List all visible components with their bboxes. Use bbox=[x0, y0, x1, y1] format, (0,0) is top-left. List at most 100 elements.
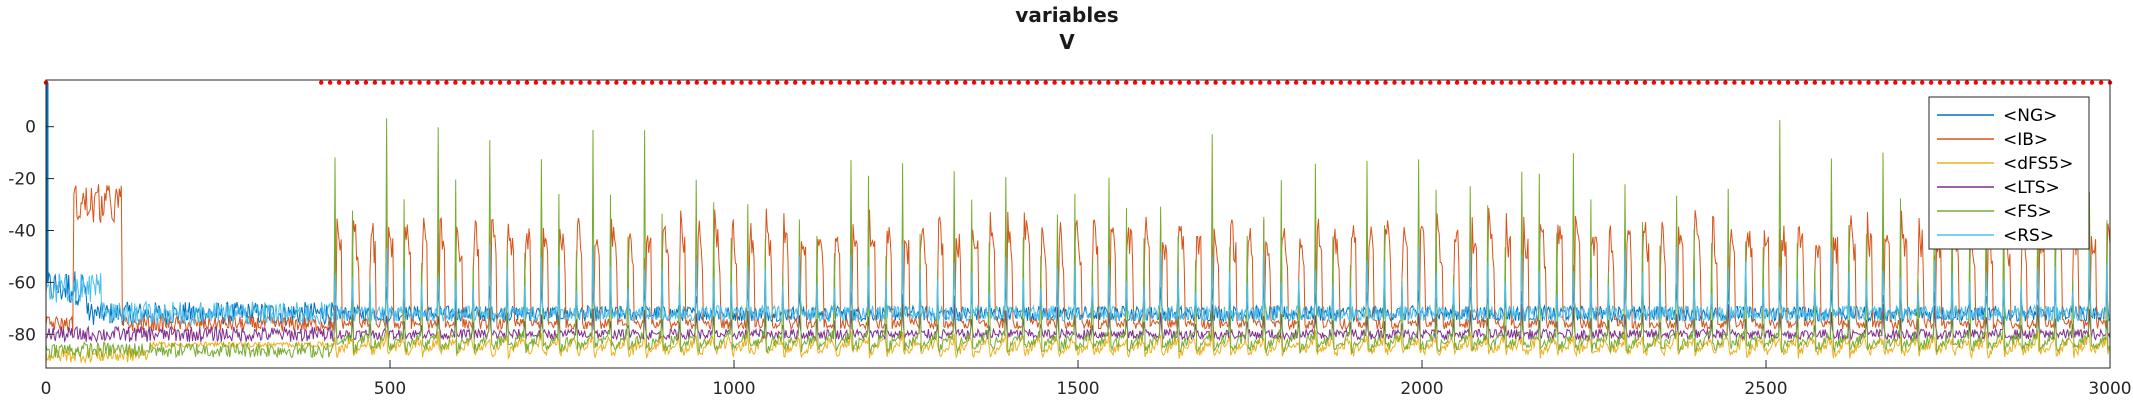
marker-point bbox=[480, 80, 485, 85]
marker-point bbox=[1732, 80, 1737, 85]
marker-point bbox=[1097, 80, 1102, 85]
marker-point bbox=[1025, 80, 1031, 85]
marker-point bbox=[748, 80, 753, 85]
marker-point bbox=[1535, 80, 1540, 85]
marker-point bbox=[2072, 80, 2077, 85]
marker-point bbox=[345, 80, 351, 85]
marker-point bbox=[1070, 80, 1075, 85]
marker-point bbox=[855, 80, 860, 85]
marker-point bbox=[2018, 80, 2023, 85]
marker-point bbox=[1392, 80, 1397, 85]
marker-point bbox=[1490, 80, 1496, 85]
legend-label: <RS> bbox=[2003, 226, 2054, 246]
marker-point bbox=[1347, 80, 1353, 85]
marker-point bbox=[775, 80, 780, 85]
marker-point bbox=[703, 80, 708, 85]
marker-point bbox=[515, 80, 521, 85]
marker-point bbox=[882, 80, 887, 85]
marker-point bbox=[363, 80, 369, 85]
y-tick-label: -80 bbox=[8, 325, 36, 345]
marker-point bbox=[408, 80, 413, 85]
marker-point bbox=[1472, 80, 1478, 85]
marker-point bbox=[596, 80, 601, 85]
marker-point bbox=[1964, 80, 1970, 85]
marker-point bbox=[506, 80, 512, 85]
marker-point bbox=[1687, 80, 1692, 85]
y-tick-label: -60 bbox=[8, 273, 36, 293]
marker-point bbox=[1204, 80, 1209, 85]
marker-point bbox=[1481, 80, 1487, 85]
marker-point bbox=[1544, 80, 1549, 85]
marker-point bbox=[864, 80, 869, 85]
y-tick-label: -20 bbox=[8, 170, 36, 190]
marker-point bbox=[1177, 80, 1183, 85]
legend-label: <LTS> bbox=[2003, 178, 2060, 198]
marker-point bbox=[462, 80, 467, 85]
marker-point bbox=[1124, 80, 1129, 85]
marker-point bbox=[1061, 80, 1066, 85]
marker-point bbox=[1356, 80, 1361, 85]
marker-point bbox=[497, 80, 503, 85]
marker-point bbox=[936, 80, 941, 85]
marker-point bbox=[1705, 80, 1710, 85]
marker-point bbox=[390, 80, 395, 85]
x-tick-label: 0 bbox=[41, 379, 52, 399]
series-line-ng bbox=[45, 269, 2111, 327]
marker-point bbox=[1338, 80, 1344, 85]
marker-point bbox=[918, 80, 923, 85]
x-tick-label: 2000 bbox=[1400, 379, 1443, 399]
marker-point bbox=[2027, 80, 2032, 85]
marker-point bbox=[1589, 80, 1594, 85]
marker-point bbox=[1696, 80, 1701, 85]
marker-point bbox=[971, 80, 977, 85]
marker-point bbox=[1285, 80, 1290, 85]
marker-point bbox=[1669, 80, 1674, 85]
marker-point bbox=[1937, 80, 1943, 85]
marker-point bbox=[1276, 80, 1281, 85]
marker-point bbox=[1714, 80, 1719, 85]
marker-point bbox=[1651, 80, 1657, 85]
marker-point bbox=[1660, 80, 1666, 85]
x-tick-label: 2500 bbox=[1744, 379, 1787, 399]
marker-point bbox=[784, 80, 789, 85]
marker-point bbox=[1320, 80, 1326, 85]
legend-box bbox=[1928, 96, 2090, 250]
marker-point bbox=[2000, 80, 2005, 85]
marker-point bbox=[1920, 80, 1925, 85]
series-line-fs bbox=[45, 118, 2111, 360]
marker-point bbox=[649, 80, 655, 85]
marker-point bbox=[1249, 80, 1254, 85]
legend-label: <NG> bbox=[2003, 106, 2057, 126]
marker-point bbox=[1222, 80, 1227, 85]
marker-point bbox=[1106, 80, 1111, 85]
marker-point bbox=[1052, 80, 1057, 85]
marker-series bbox=[43, 80, 2113, 85]
marker-point bbox=[712, 80, 717, 85]
marker-point bbox=[1866, 80, 1871, 85]
x-tick-label: 1000 bbox=[712, 379, 755, 399]
marker-point bbox=[766, 80, 771, 85]
x-axis: 0 500 1000 1500 2000 2500 3000 bbox=[41, 360, 2132, 399]
marker-point bbox=[2081, 80, 2086, 85]
marker-point bbox=[1132, 80, 1138, 85]
marker-point bbox=[837, 80, 843, 85]
marker-point bbox=[488, 80, 494, 85]
marker-point bbox=[954, 80, 959, 85]
series-line-lts bbox=[45, 303, 2111, 344]
marker-point bbox=[1293, 80, 1299, 85]
marker-point bbox=[444, 80, 449, 85]
marker-point bbox=[524, 80, 530, 85]
marker-point bbox=[1213, 80, 1218, 85]
marker-point bbox=[1034, 80, 1039, 85]
marker-point bbox=[873, 80, 878, 85]
marker-point bbox=[1195, 80, 1200, 85]
marker-point bbox=[2045, 80, 2050, 85]
marker-point bbox=[1302, 80, 1308, 85]
marker-point bbox=[1723, 80, 1728, 85]
marker-point bbox=[1150, 80, 1156, 85]
marker-point bbox=[927, 80, 932, 85]
marker-point bbox=[1785, 80, 1791, 85]
marker-point bbox=[1678, 80, 1683, 85]
marker-point bbox=[1624, 80, 1630, 85]
marker-point bbox=[1794, 80, 1800, 85]
